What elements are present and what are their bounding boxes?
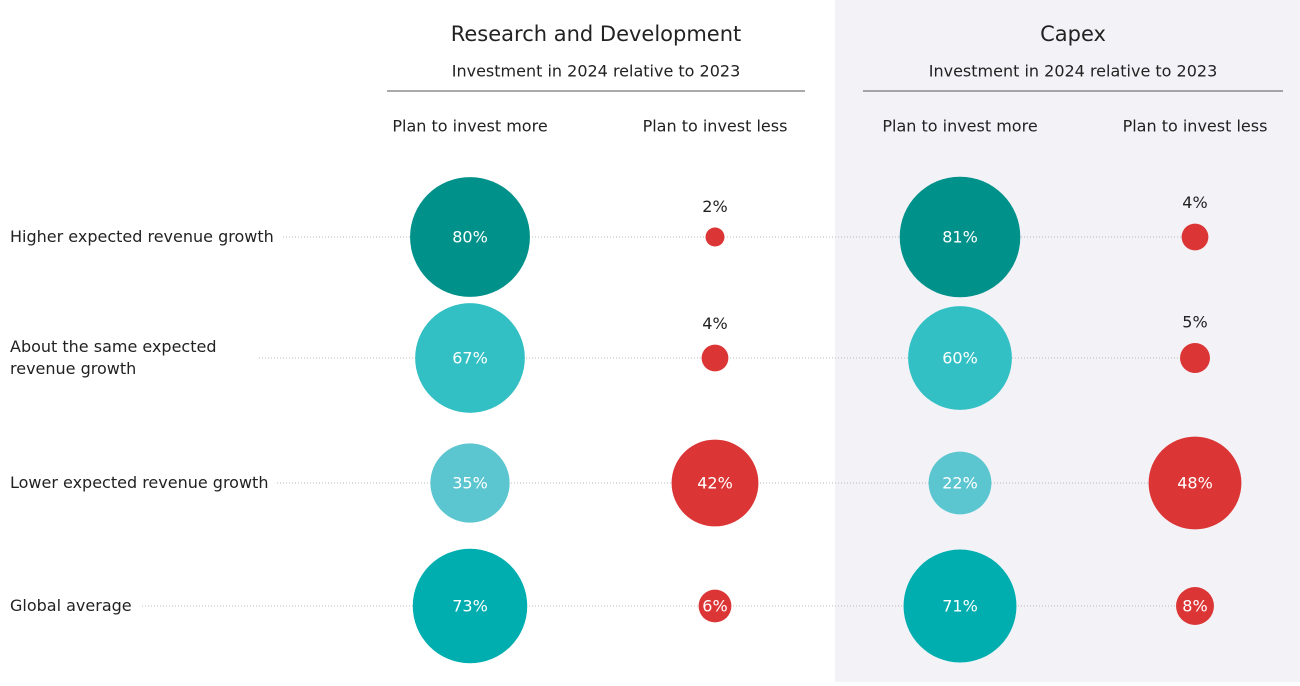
- value-label: 81%: [942, 228, 978, 247]
- row-label: Higher expected revenue growth: [10, 226, 282, 248]
- value-label: 5%: [1182, 313, 1207, 332]
- group-title: Capex: [1040, 22, 1106, 46]
- value-label: 8%: [1182, 597, 1207, 616]
- column-header: Plan to invest less: [643, 117, 788, 136]
- value-label: 80%: [452, 228, 488, 247]
- bubble: [701, 344, 729, 372]
- value-label: 71%: [942, 597, 978, 616]
- value-label: 6%: [702, 597, 727, 616]
- group-subtitle: Investment in 2024 relative to 2023: [929, 62, 1218, 81]
- value-label: 60%: [942, 349, 978, 368]
- group-subtitle: Investment in 2024 relative to 2023: [452, 62, 741, 81]
- value-label: 4%: [1182, 193, 1207, 212]
- bubble: [705, 227, 725, 247]
- column-header: Plan to invest more: [882, 117, 1037, 136]
- row-label: About the same expected revenue growth: [10, 336, 258, 380]
- bubble: [1180, 343, 1210, 373]
- row-label-box: About the same expected revenue growth: [10, 336, 258, 380]
- row-label-box: Higher expected revenue growth: [10, 226, 282, 248]
- value-label: 4%: [702, 314, 727, 333]
- value-label: 73%: [452, 597, 488, 616]
- value-label: 22%: [942, 474, 978, 493]
- column-header: Plan to invest more: [392, 117, 547, 136]
- bubble: [928, 451, 992, 515]
- row-label-box: Lower expected revenue growth: [10, 472, 277, 494]
- bubble: [671, 439, 759, 527]
- bubble: [410, 177, 530, 297]
- value-label: 48%: [1177, 474, 1213, 493]
- bubble: [908, 306, 1012, 410]
- bubble: [430, 443, 510, 523]
- value-label: 2%: [702, 197, 727, 216]
- bubble: [1181, 223, 1209, 251]
- value-label: 35%: [452, 474, 488, 493]
- column-header: Plan to invest less: [1123, 117, 1268, 136]
- bubble: [412, 548, 528, 664]
- bubble: [903, 549, 1017, 663]
- value-label: 67%: [452, 349, 488, 368]
- row-label: Lower expected revenue growth: [10, 472, 277, 494]
- bubble: [415, 303, 525, 413]
- bubble: [1148, 436, 1242, 530]
- shaded-panel: [835, 0, 1300, 682]
- bubble: [1176, 587, 1214, 625]
- bubble: [698, 589, 732, 623]
- bubble: [899, 176, 1021, 298]
- group-title: Research and Development: [451, 22, 742, 46]
- value-label: 42%: [697, 474, 733, 493]
- row-label: Global average: [10, 595, 140, 617]
- row-label-box: Global average: [10, 595, 140, 617]
